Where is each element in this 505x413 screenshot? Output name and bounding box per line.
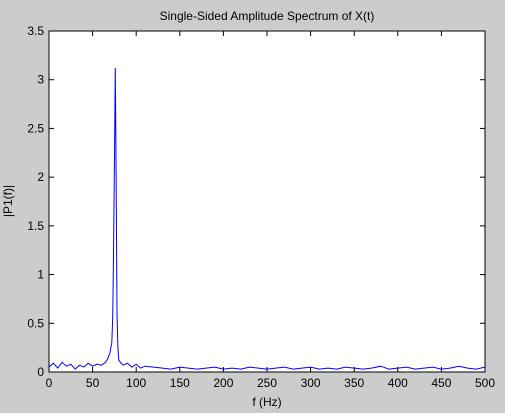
chart-title: Single-Sided Amplitude Spectrum of X(t) xyxy=(160,9,375,23)
y-tick-label: 1 xyxy=(37,268,44,282)
y-tick-label: 2 xyxy=(37,170,44,184)
x-tick-label: 450 xyxy=(431,376,451,390)
x-tick-label: 500 xyxy=(475,376,495,390)
y-tick-label: 1.5 xyxy=(27,219,44,233)
y-tick-label: 2.5 xyxy=(27,121,44,135)
x-tick-label: 250 xyxy=(257,376,277,390)
x-tick-label: 400 xyxy=(388,376,408,390)
y-tick-label: 0.5 xyxy=(27,316,44,330)
x-axis-label: f (Hz) xyxy=(252,395,281,409)
y-axis-label: |P1(f)| xyxy=(1,185,15,217)
y-axis-ticks: 0 0.5 1 1.5 2 2.5 3 3.5 xyxy=(27,24,485,379)
plot-area xyxy=(48,30,486,373)
x-tick-label: 300 xyxy=(301,376,321,390)
y-tick-label: 0 xyxy=(37,365,44,379)
x-tick-label: 100 xyxy=(126,376,146,390)
x-axis-ticks: 0 50 100 150 200 250 300 350 400 450 500 xyxy=(46,31,495,390)
x-tick-label: 200 xyxy=(213,376,233,390)
y-tick-label: 3 xyxy=(37,73,44,87)
x-tick-label: 150 xyxy=(170,376,190,390)
x-tick-label: 350 xyxy=(344,376,364,390)
spectrum-line xyxy=(48,67,486,370)
y-tick-label: 3.5 xyxy=(27,24,44,38)
x-tick-label: 50 xyxy=(86,376,100,390)
x-tick-label: 0 xyxy=(46,376,53,390)
